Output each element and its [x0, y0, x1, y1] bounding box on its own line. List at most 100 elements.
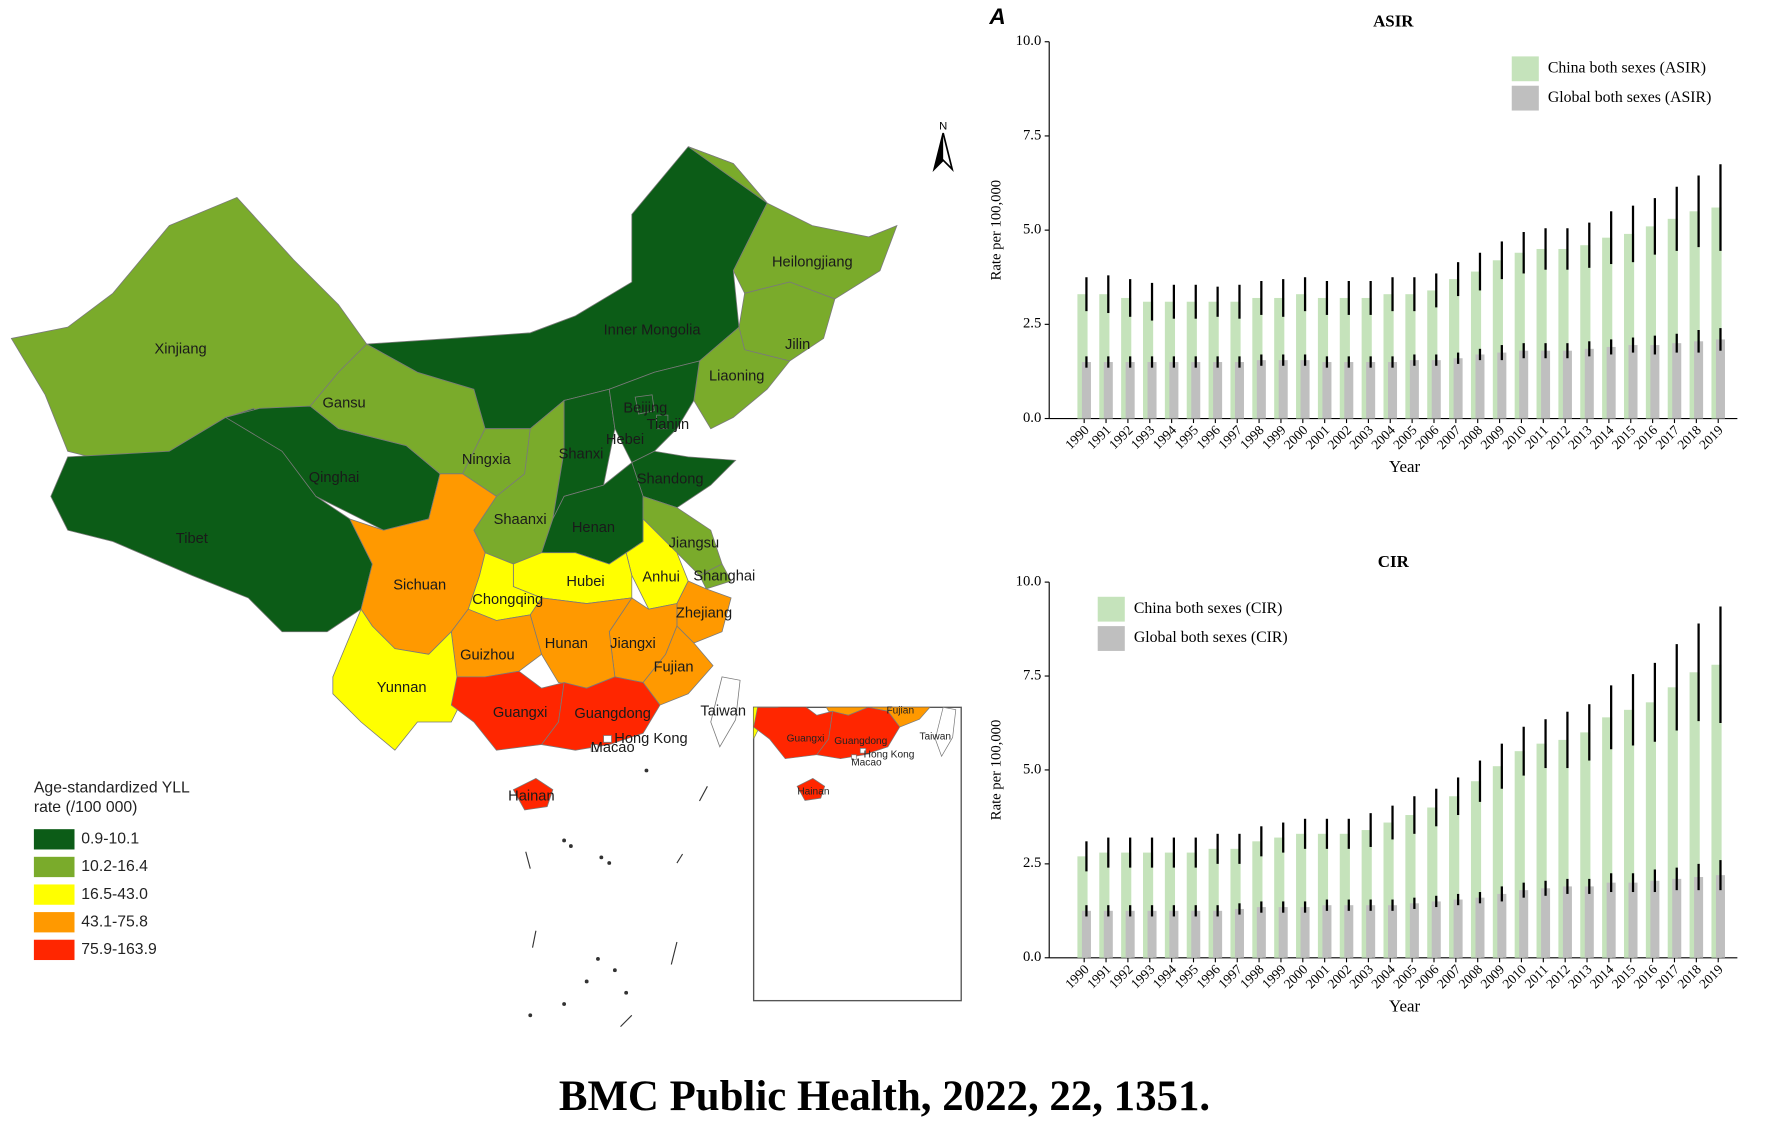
bar [1715, 875, 1725, 958]
legend-label: China both sexes (ASIR) [1548, 59, 1706, 76]
legend-title: Age-standardized YLL [34, 780, 190, 797]
bar [1645, 226, 1657, 419]
region-label: Liaoning [709, 369, 764, 385]
bar [1191, 910, 1201, 958]
region [912, 640, 950, 683]
bar [1256, 360, 1266, 419]
bar [1081, 362, 1091, 419]
legend-swatch [33, 829, 75, 850]
y-tick-label: 10.0 [1016, 573, 1042, 589]
region-label: Beijing [623, 400, 667, 416]
y-axis-label: Rate per 100,000 [989, 180, 1005, 281]
bar [1715, 339, 1725, 419]
inset-label: Hainan [797, 787, 829, 798]
region [867, 707, 892, 712]
region-label: Shaanxi [494, 512, 547, 528]
inset-label: Guangxi [787, 734, 825, 745]
region [851, 754, 857, 760]
bar [1689, 672, 1700, 958]
inset-map [753, 640, 957, 801]
bar [1475, 354, 1485, 419]
bar [1278, 907, 1288, 958]
bar [1694, 877, 1704, 958]
region-label: Guangxi [493, 705, 548, 721]
region-label: Tibet [176, 531, 208, 547]
bar [1125, 910, 1135, 958]
bar [1142, 301, 1154, 419]
bar [1650, 880, 1660, 958]
bar [1077, 294, 1088, 419]
inset-label: Fujian [886, 705, 914, 716]
inset-label: Guangdong [834, 736, 887, 747]
region-label: Qinghai [309, 470, 360, 486]
y-tick-label: 0.0 [1023, 410, 1041, 426]
bar [1121, 297, 1132, 419]
bar [1580, 732, 1591, 958]
region-label: Gansu [323, 396, 366, 412]
bar [1322, 362, 1332, 419]
region [693, 326, 791, 430]
bar [1645, 702, 1657, 958]
region [816, 707, 901, 760]
y-tick-label: 5.0 [1023, 221, 1041, 237]
bar [1169, 362, 1179, 419]
bar [1164, 852, 1176, 958]
legend-swatch [33, 912, 75, 933]
legend-swatch [1097, 626, 1125, 651]
bar [1449, 796, 1460, 958]
bar [1497, 352, 1507, 419]
inset-label: Hong Kong [864, 749, 915, 760]
bar [1580, 245, 1591, 419]
region-label: Jiangsu [669, 536, 720, 552]
legend-label: China both sexes (CIR) [1134, 600, 1283, 617]
bar [1519, 890, 1529, 958]
bar [1300, 360, 1310, 419]
region-label: Henan [572, 520, 615, 536]
legend-label: 16.5-43.0 [81, 886, 148, 903]
region-label: Hebei [606, 432, 644, 448]
region-label: Shanghai [693, 568, 755, 584]
region-label: Yunnan [377, 680, 427, 696]
bar [1142, 852, 1154, 958]
x-axis-label: Year [1389, 996, 1421, 1015]
chart-title: ASIR [1373, 11, 1414, 30]
region-label: Zhejiang [676, 606, 732, 622]
bar [1361, 830, 1372, 958]
chart-title: CIR [1378, 552, 1410, 571]
region-label: Taiwan [700, 704, 746, 720]
bar [1103, 362, 1113, 419]
y-tick-label: 2.5 [1023, 316, 1041, 332]
bar [1339, 833, 1350, 958]
bar [1519, 350, 1529, 419]
bar [1405, 815, 1416, 958]
region-label: Shanxi [559, 447, 604, 463]
bar [1274, 297, 1285, 419]
inset-regions [753, 640, 957, 801]
bar [1650, 345, 1660, 419]
bar [1208, 848, 1219, 958]
bar [1492, 766, 1503, 958]
islands [525, 768, 708, 1027]
bar [1234, 908, 1244, 958]
bar [1405, 294, 1416, 419]
bar [1453, 358, 1463, 419]
bar [1541, 888, 1551, 958]
bar [1672, 343, 1682, 419]
legend-swatch [1511, 85, 1539, 111]
bar [1536, 248, 1547, 419]
region-label: Macao [591, 740, 635, 756]
region [887, 707, 931, 728]
bar [1361, 297, 1372, 419]
bar [1427, 807, 1438, 958]
region-label: Guizhou [460, 647, 515, 663]
region-label: Tianjin [647, 417, 690, 433]
bar [1667, 218, 1678, 419]
bar [1125, 362, 1135, 419]
bar [1453, 899, 1463, 958]
region [796, 777, 826, 801]
legend-label: 43.1-75.8 [81, 913, 148, 930]
x-axis-label: Year [1389, 457, 1421, 476]
bar [1606, 346, 1616, 419]
bar [1208, 301, 1219, 419]
